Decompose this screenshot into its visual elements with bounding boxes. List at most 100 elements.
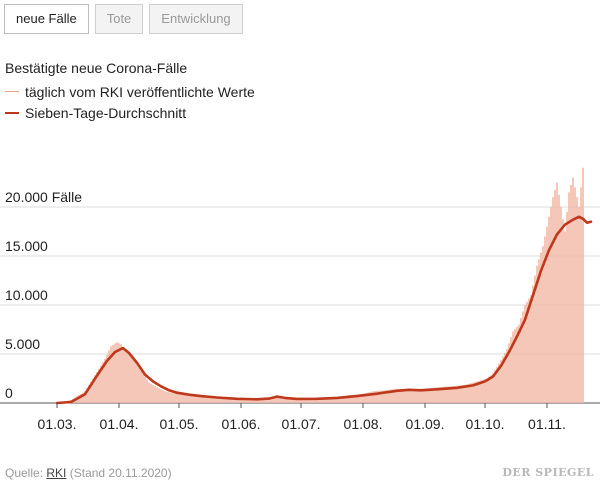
daily-bar bbox=[84, 391, 86, 403]
daily-bar bbox=[560, 207, 562, 403]
tab-neue-faelle[interactable]: neue Fälle bbox=[4, 4, 89, 34]
daily-bar bbox=[204, 397, 206, 403]
x-tick-label: 01.07. bbox=[282, 416, 321, 432]
daily-bar bbox=[446, 386, 448, 403]
daily-bar bbox=[292, 398, 294, 403]
daily-bar bbox=[524, 305, 526, 403]
daily-bar bbox=[248, 399, 250, 403]
daily-bar bbox=[320, 398, 322, 403]
daily-bar bbox=[564, 231, 566, 403]
daily-bar bbox=[512, 331, 514, 403]
daily-bar bbox=[556, 182, 558, 403]
source-link-rki[interactable]: RKI bbox=[46, 466, 67, 480]
daily-bar bbox=[324, 398, 326, 403]
daily-bar bbox=[526, 301, 528, 403]
daily-bar bbox=[342, 396, 344, 403]
daily-bar bbox=[226, 398, 228, 403]
y-tick-label: 10.000 bbox=[5, 287, 48, 303]
daily-bar bbox=[576, 197, 578, 403]
daily-bar bbox=[386, 390, 388, 403]
daily-bar bbox=[250, 399, 252, 403]
daily-bar bbox=[230, 399, 232, 403]
daily-bar bbox=[528, 298, 530, 403]
daily-bar bbox=[322, 398, 324, 403]
daily-bar bbox=[148, 382, 150, 403]
source-date: (Stand 20.11.2020) bbox=[69, 466, 172, 480]
daily-bar bbox=[328, 398, 330, 403]
daily-bar bbox=[100, 365, 102, 403]
daily-bar bbox=[306, 399, 308, 403]
daily-bar bbox=[210, 397, 212, 403]
daily-bar bbox=[152, 384, 154, 403]
source-note: Quelle: RKI (Stand 20.11.2020) bbox=[5, 466, 172, 480]
daily-bar bbox=[318, 398, 320, 403]
daily-bar bbox=[104, 358, 106, 403]
daily-bar bbox=[444, 386, 446, 403]
daily-bar bbox=[574, 187, 576, 403]
daily-bar bbox=[80, 393, 82, 403]
daily-bar bbox=[150, 383, 152, 403]
source-prefix: Quelle: bbox=[5, 466, 44, 480]
daily-bar bbox=[206, 397, 208, 403]
daily-bar bbox=[358, 394, 360, 403]
cases-chart: 0 5.000 10.000 15.000 20.000 Fälle 01.03. 01.0… bbox=[0, 167, 600, 432]
daily-bar bbox=[518, 324, 520, 403]
daily-bar bbox=[434, 387, 436, 403]
daily-bar bbox=[208, 397, 210, 403]
daily-bar bbox=[246, 399, 248, 403]
daily-bar bbox=[216, 398, 218, 403]
x-tick-label: 01.09. bbox=[406, 416, 445, 432]
daily-bar bbox=[500, 360, 502, 403]
daily-bar bbox=[384, 390, 386, 403]
daily-bar bbox=[214, 397, 216, 403]
daily-bar bbox=[490, 375, 492, 403]
daily-bar bbox=[424, 388, 426, 403]
daily-bar bbox=[508, 343, 510, 403]
daily-bar bbox=[190, 396, 192, 403]
daily-bar bbox=[168, 392, 170, 403]
daily-bar bbox=[158, 388, 160, 403]
x-tick-label: 01.04. bbox=[100, 416, 139, 432]
daily-bar bbox=[470, 383, 472, 403]
daily-bar bbox=[344, 395, 346, 403]
daily-bar bbox=[288, 397, 290, 403]
daily-bar bbox=[396, 388, 398, 403]
daily-bar bbox=[160, 389, 162, 403]
daily-bar bbox=[372, 391, 374, 403]
daily-bar bbox=[410, 389, 412, 403]
daily-bar bbox=[340, 396, 342, 403]
daily-bar bbox=[174, 393, 176, 403]
daily-bar bbox=[552, 197, 554, 403]
tab-entwicklung[interactable]: Entwicklung bbox=[149, 4, 243, 34]
daily-bar bbox=[114, 343, 116, 403]
daily-bar bbox=[482, 379, 484, 403]
daily-bar bbox=[116, 342, 118, 403]
daily-bar bbox=[418, 388, 420, 403]
daily-bar bbox=[532, 285, 534, 403]
legend-item-daily: täglich vom RKI veröffentlichte Werte bbox=[5, 81, 255, 102]
daily-bar bbox=[390, 389, 392, 403]
daily-bar bbox=[474, 382, 476, 403]
daily-bar bbox=[338, 397, 340, 403]
daily-bar bbox=[130, 355, 132, 403]
daily-bar bbox=[468, 383, 470, 403]
daily-bar bbox=[182, 394, 184, 403]
daily-bar bbox=[374, 391, 376, 403]
tab-bar: neue Fälle Tote Entwicklung bbox=[4, 4, 243, 34]
daily-bar bbox=[502, 356, 504, 403]
daily-bar bbox=[348, 395, 350, 403]
daily-bar bbox=[558, 194, 560, 403]
daily-bar bbox=[478, 380, 480, 403]
tab-tote[interactable]: Tote bbox=[94, 4, 144, 34]
daily-bar bbox=[192, 396, 194, 403]
daily-bar bbox=[466, 384, 468, 403]
daily-bar bbox=[436, 387, 438, 403]
daily-bar bbox=[388, 389, 390, 403]
daily-bar bbox=[498, 363, 500, 403]
daily-bar bbox=[176, 393, 178, 403]
daily-bar bbox=[494, 370, 496, 403]
daily-bar bbox=[462, 384, 464, 403]
daily-bar bbox=[438, 387, 440, 403]
brand-logo: DER SPIEGEL bbox=[502, 466, 594, 479]
daily-bar bbox=[184, 395, 186, 403]
